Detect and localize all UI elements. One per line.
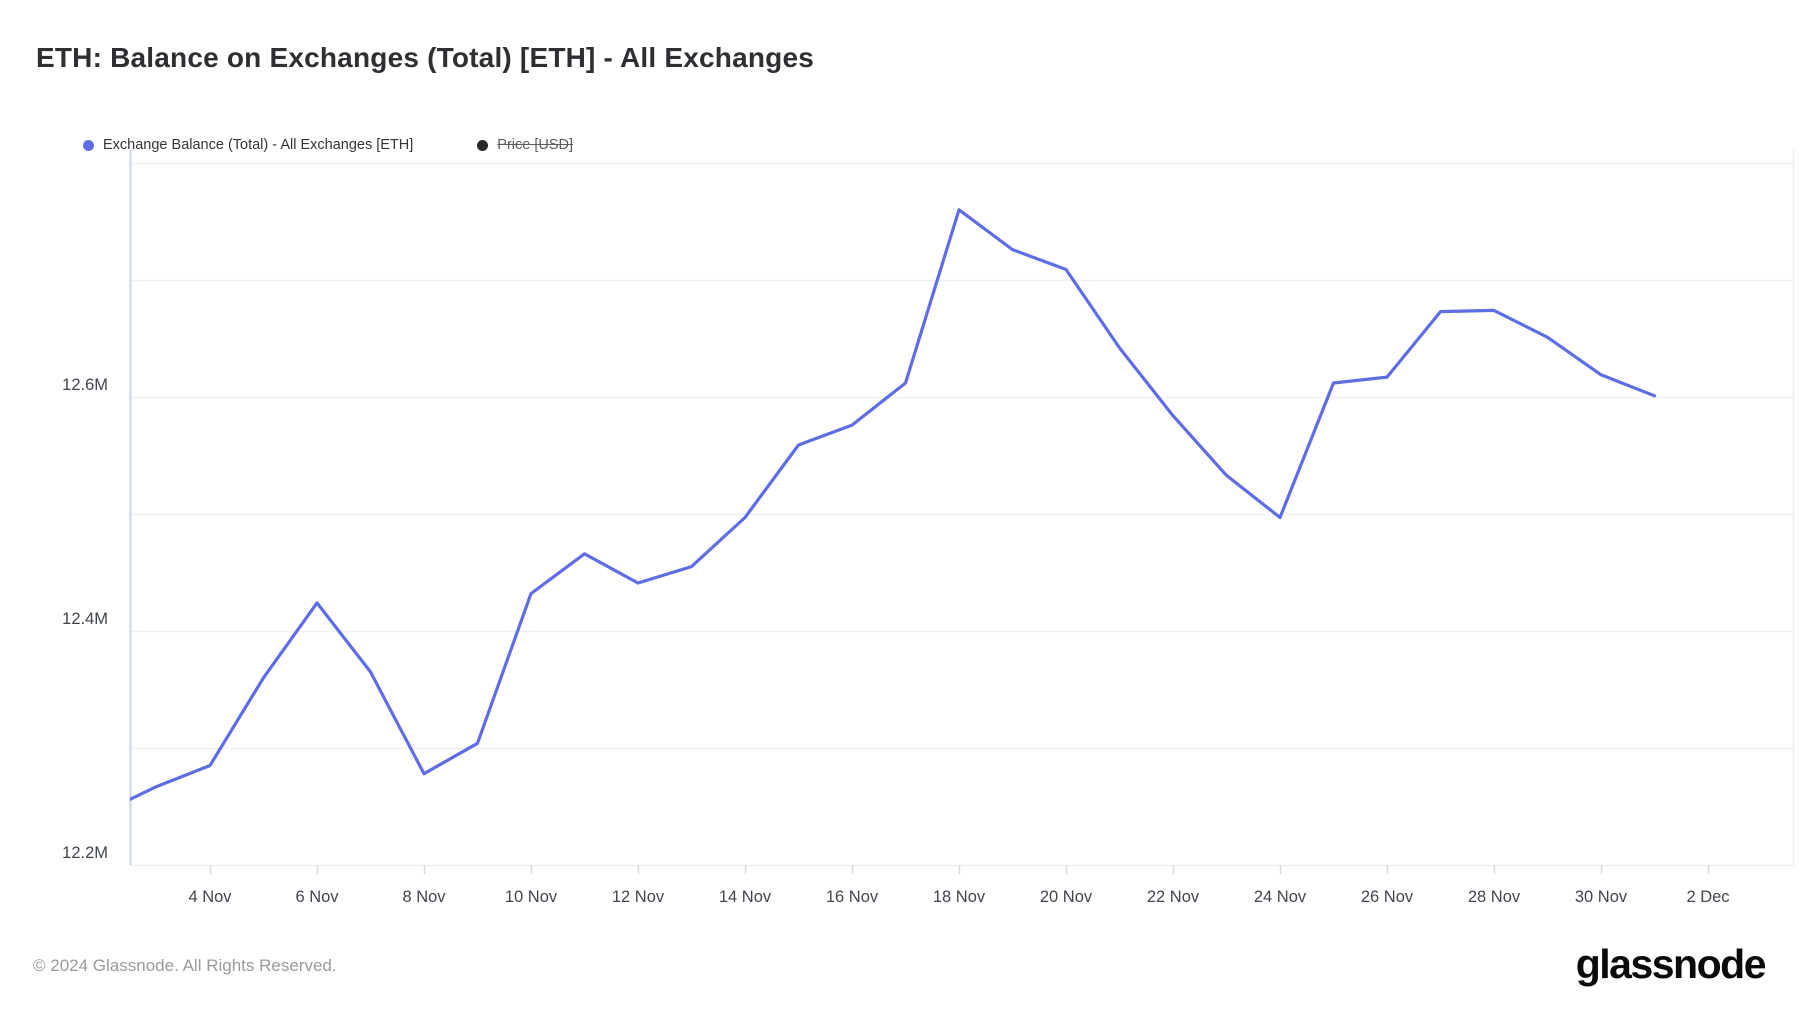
legend-item-exchange-balance[interactable]: Exchange Balance (Total) - All Exchanges…	[83, 137, 413, 153]
glassnode-logo: glassnode	[1575, 941, 1767, 987]
y-axis-label: 12.6M	[62, 376, 108, 394]
legend-label-exchange-balance: Exchange Balance (Total) - All Exchanges…	[103, 137, 414, 153]
legend-item-price-usd[interactable]: Price [USD]	[477, 137, 573, 153]
copyright-text: © 2024 Glassnode. All Rights Reserved.	[33, 956, 337, 975]
y-axis-label: 12.2M	[62, 844, 108, 862]
legend-label-price-usd: Price [USD]	[497, 137, 574, 153]
x-axis-label: 10 Nov	[504, 888, 558, 906]
chart-title: ETH: Balance on Exchanges (Total) [ETH] …	[36, 42, 815, 73]
x-axis-label: 16 Nov	[825, 888, 879, 906]
x-axis-label: 28 Nov	[1467, 888, 1521, 906]
x-axis-label: 24 Nov	[1253, 888, 1307, 906]
x-axis-label: 18 Nov	[932, 888, 986, 906]
x-axis-label: 6 Nov	[295, 888, 339, 906]
legend-dot-blue-icon	[83, 139, 94, 151]
x-axis-label: 8 Nov	[402, 888, 446, 906]
x-axis-label: 4 Nov	[188, 888, 232, 906]
x-axis-label: 22 Nov	[1146, 888, 1200, 906]
chart-legend: Exchange Balance (Total) - All Exchanges…	[83, 137, 573, 153]
x-axis-label: 2 Dec	[1686, 888, 1730, 906]
x-axis-label: 12 Nov	[611, 888, 665, 906]
x-axis-label: 14 Nov	[718, 888, 772, 906]
legend-dot-black-icon	[477, 139, 489, 151]
x-axis-label: 30 Nov	[1574, 888, 1628, 906]
x-axis-label: 20 Nov	[1039, 888, 1093, 906]
y-axis-label: 12.4M	[62, 610, 108, 628]
x-axis-label: 26 Nov	[1360, 888, 1414, 906]
exchange-balance-line	[130, 208, 1657, 802]
